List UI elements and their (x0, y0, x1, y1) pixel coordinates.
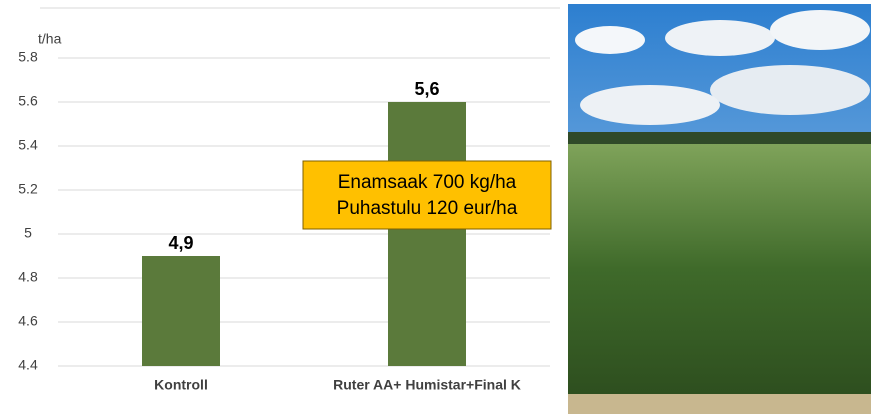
page: t/ha 4.4 4.6 4.8 5 5.2 5.4 5.6 5.8 Kontroll 4,9 Ru… (0, 0, 871, 414)
y-axis-label: t/ha (38, 31, 62, 47)
y-tick-label: 5.8 (18, 49, 38, 65)
annotation-text: Puhastulu 120 eur/ha (337, 198, 518, 219)
bar (142, 256, 220, 366)
annotation-text: Enamsaak 700 kg/ha (338, 172, 517, 193)
y-tick-label: 4.4 (18, 357, 38, 373)
bar (388, 102, 466, 366)
value-label: 5,6 (414, 79, 439, 99)
x-tick-label: Kontroll (154, 377, 208, 393)
value-label: 4,9 (168, 233, 193, 253)
y-tick-label: 5 (24, 225, 32, 241)
y-tick-label: 4.8 (18, 269, 38, 285)
y-tick-label: 5.6 (18, 93, 38, 109)
x-tick-label: Ruter AA+ Humistar+Final K (333, 377, 521, 393)
y-tick-label: 5.2 (18, 181, 38, 197)
y-tick-label: 5.4 (18, 137, 38, 153)
y-tick-label: 4.6 (18, 313, 38, 329)
photo (568, 4, 871, 414)
